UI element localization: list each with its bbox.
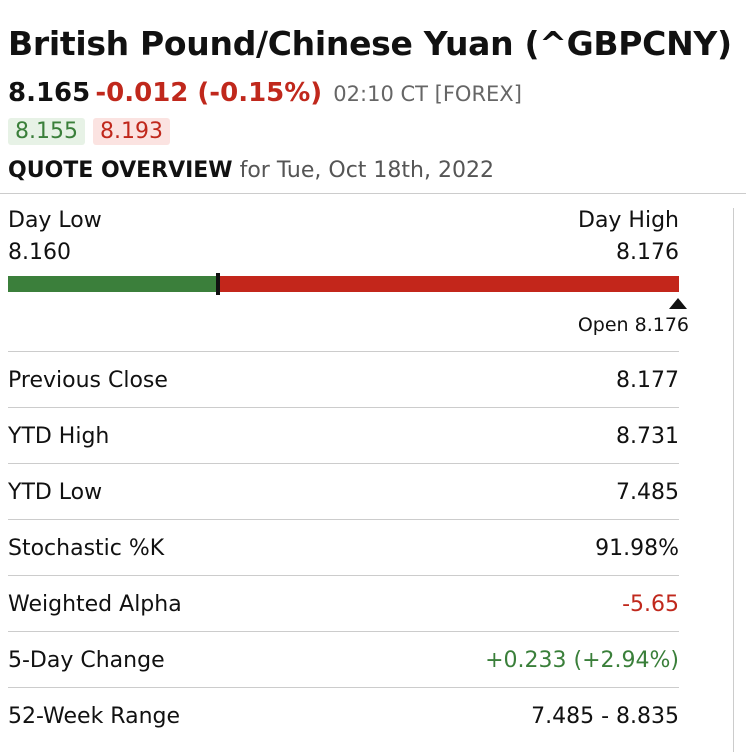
- overview-date: for Tue, Oct 18th, 2022: [239, 158, 494, 183]
- bid-price: 8.155: [8, 118, 85, 145]
- stat-label: 5-Day Change: [8, 647, 165, 673]
- stat-label: YTD High: [8, 423, 110, 449]
- day-low-label: Day Low: [8, 208, 102, 233]
- divider: [0, 193, 746, 194]
- stat-value: +0.233 (+2.94%): [485, 647, 679, 673]
- last-price: 8.165: [8, 78, 91, 108]
- bid-ask: 8.155 8.193: [8, 118, 170, 145]
- stat-row: Previous Close 8.177: [8, 351, 679, 408]
- overview-label: QUOTE OVERVIEW: [8, 158, 233, 183]
- day-high-label: Day High: [578, 208, 679, 233]
- stat-label: Stochastic %K: [8, 535, 165, 561]
- right-divider: [733, 208, 734, 752]
- open-price: Open 8.176: [577, 314, 689, 336]
- stat-value: 8.177: [616, 367, 679, 393]
- stat-label: Weighted Alpha: [8, 591, 182, 617]
- open-marker-icon: [669, 298, 687, 309]
- stat-value: 91.98%: [595, 535, 679, 561]
- stat-row: YTD High 8.731: [8, 407, 679, 464]
- quote-overview-heading: QUOTE OVERVIEW for Tue, Oct 18th, 2022: [8, 158, 494, 183]
- last-price-marker: [216, 273, 220, 295]
- quote-time: 02:10 CT [FOREX]: [333, 82, 522, 106]
- quote-line: 8.165 -0.012 (-0.15%) 02:10 CT [FOREX]: [8, 78, 522, 108]
- stat-label: Previous Close: [8, 367, 168, 393]
- day-range-high-segment: [218, 276, 679, 292]
- day-high-value: 8.176: [616, 240, 679, 265]
- stat-row: 5-Day Change +0.233 (+2.94%): [8, 631, 679, 688]
- stat-label: 52-Week Range: [8, 703, 181, 729]
- page-title: British Pound/Chinese Yuan (^GBPCNY): [8, 24, 732, 63]
- stat-label: YTD Low: [8, 479, 103, 505]
- stat-row: Weighted Alpha -5.65: [8, 575, 679, 632]
- stat-value: 8.731: [616, 423, 679, 449]
- stat-value: 7.485: [616, 479, 679, 505]
- day-range-bar: [8, 273, 679, 295]
- stat-row: YTD Low 7.485: [8, 463, 679, 520]
- day-range-low-segment: [8, 276, 218, 292]
- ask-price: 8.193: [92, 118, 170, 145]
- stat-value: 7.485 - 8.835: [531, 703, 679, 729]
- stat-value: -5.65: [622, 591, 679, 617]
- stat-row: 52-Week Range 7.485 - 8.835: [8, 687, 679, 744]
- price-change: -0.012 (-0.15%): [95, 78, 323, 108]
- day-low-value: 8.160: [8, 240, 71, 265]
- stat-row: Stochastic %K 91.98%: [8, 519, 679, 576]
